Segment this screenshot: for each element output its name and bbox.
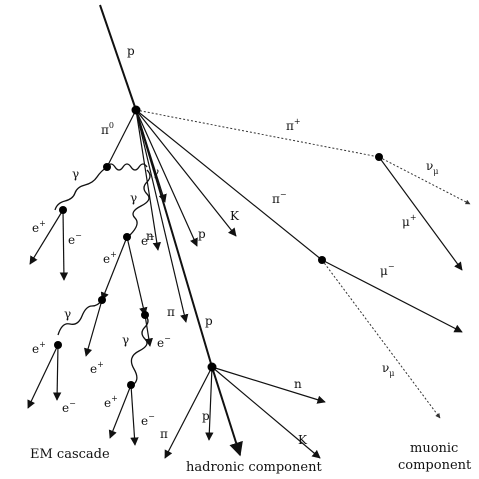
label-K-2: K — [298, 433, 308, 447]
mu-plus-track — [378, 156, 463, 271]
e-plus-track-5 — [108, 384, 132, 439]
caption-em-cascade: EM cascade — [30, 447, 110, 462]
em-vertex-2 — [123, 233, 131, 241]
label-mu-plus: μ+ — [402, 213, 417, 229]
label-e-minus-2: e− — [141, 232, 155, 248]
pi0-track — [106, 109, 137, 168]
mu-minus-track — [321, 259, 463, 333]
caption-hadronic-component: hadronic component — [186, 460, 322, 475]
label-p-primary: p — [127, 44, 135, 58]
proton-track — [135, 109, 198, 247]
photon-line-1 — [106, 163, 148, 171]
e-minus-track-2 — [126, 236, 148, 316]
e-minus-track-4 — [144, 314, 153, 347]
label-pi-1: π — [167, 305, 175, 319]
em-vertex-4 — [141, 311, 149, 319]
label-e-minus-5: e− — [141, 412, 155, 428]
hadron-k-track — [211, 366, 321, 459]
label-gamma-4: γ — [64, 307, 71, 321]
primary-proton-track — [99, 4, 137, 111]
pi-minus-decay-vertex — [318, 256, 326, 264]
label-pi-minus: π− — [272, 190, 287, 206]
label-e-plus-4: e+ — [90, 360, 104, 376]
nu-mu-track-2 — [321, 259, 441, 419]
label-n-1: n — [146, 229, 154, 243]
pi0-decay-vertex — [103, 163, 111, 171]
e-plus-track-2 — [100, 236, 128, 301]
label-gamma-1: γ — [72, 167, 79, 181]
em-vertex-5 — [54, 341, 62, 349]
label-e-plus-3: e+ — [32, 340, 46, 356]
label-e-plus-1: e+ — [32, 219, 46, 235]
label-nu-mu-1: νμ — [426, 159, 439, 176]
label-pi-2: π — [160, 427, 168, 441]
label-e-plus-5: e+ — [104, 394, 118, 410]
hadron-heavy-track — [211, 366, 243, 457]
label-pi-plus: π+ — [286, 117, 301, 133]
label-e-minus-1: e− — [68, 231, 82, 247]
pion-track — [135, 109, 189, 323]
e-minus-track-5 — [130, 384, 139, 446]
photon-line-4 — [57, 299, 103, 336]
e-plus-track-4 — [84, 299, 103, 357]
nu-mu-track-1 — [378, 156, 471, 205]
label-mu-minus: μ− — [380, 262, 395, 278]
label-gamma-5: γ — [122, 333, 129, 347]
label-p-2: p — [205, 314, 213, 328]
label-e-minus-3: e− — [157, 334, 171, 350]
label-p-1: p — [198, 227, 206, 241]
pi-minus-track — [135, 109, 323, 261]
e-plus-track-1 — [29, 209, 64, 265]
pi-plus-decay-vertex — [375, 153, 383, 161]
label-pi0: π0 — [101, 121, 114, 137]
label-nu-mu-2: νμ — [382, 361, 395, 378]
em-vertex-6 — [127, 381, 135, 389]
photon-line-5 — [130, 314, 149, 387]
label-n-2: n — [294, 377, 302, 391]
neutron-track — [135, 109, 161, 251]
caption-muonic-line2: component — [398, 458, 472, 473]
label-gamma-3: γ — [152, 165, 159, 179]
label-e-minus-4: e− — [62, 399, 76, 415]
e-minus-track-1 — [59, 209, 69, 281]
hadron-p-track — [205, 366, 214, 441]
kaon-track — [135, 109, 237, 237]
label-K-1: K — [230, 209, 240, 223]
pi-plus-track — [135, 109, 380, 158]
em-vertex-1 — [59, 206, 67, 214]
photon-line-2 — [54, 166, 108, 211]
e-minus-track-3 — [52, 344, 62, 401]
label-e-plus-2: e+ — [103, 250, 117, 266]
primary-vertex — [131, 105, 141, 115]
label-gamma-2: γ — [130, 191, 137, 205]
em-vertex-3 — [98, 296, 106, 304]
label-p-3: p — [202, 409, 210, 423]
e-plus-track-3 — [27, 344, 59, 409]
hadronic-vertex — [207, 362, 217, 372]
photon-line-3 — [129, 169, 151, 236]
hadron-pi-track — [164, 366, 213, 459]
caption-muonic-line1: muonic — [410, 441, 458, 456]
leading-proton-track — [135, 109, 213, 368]
hadron-n-track — [211, 366, 326, 404]
